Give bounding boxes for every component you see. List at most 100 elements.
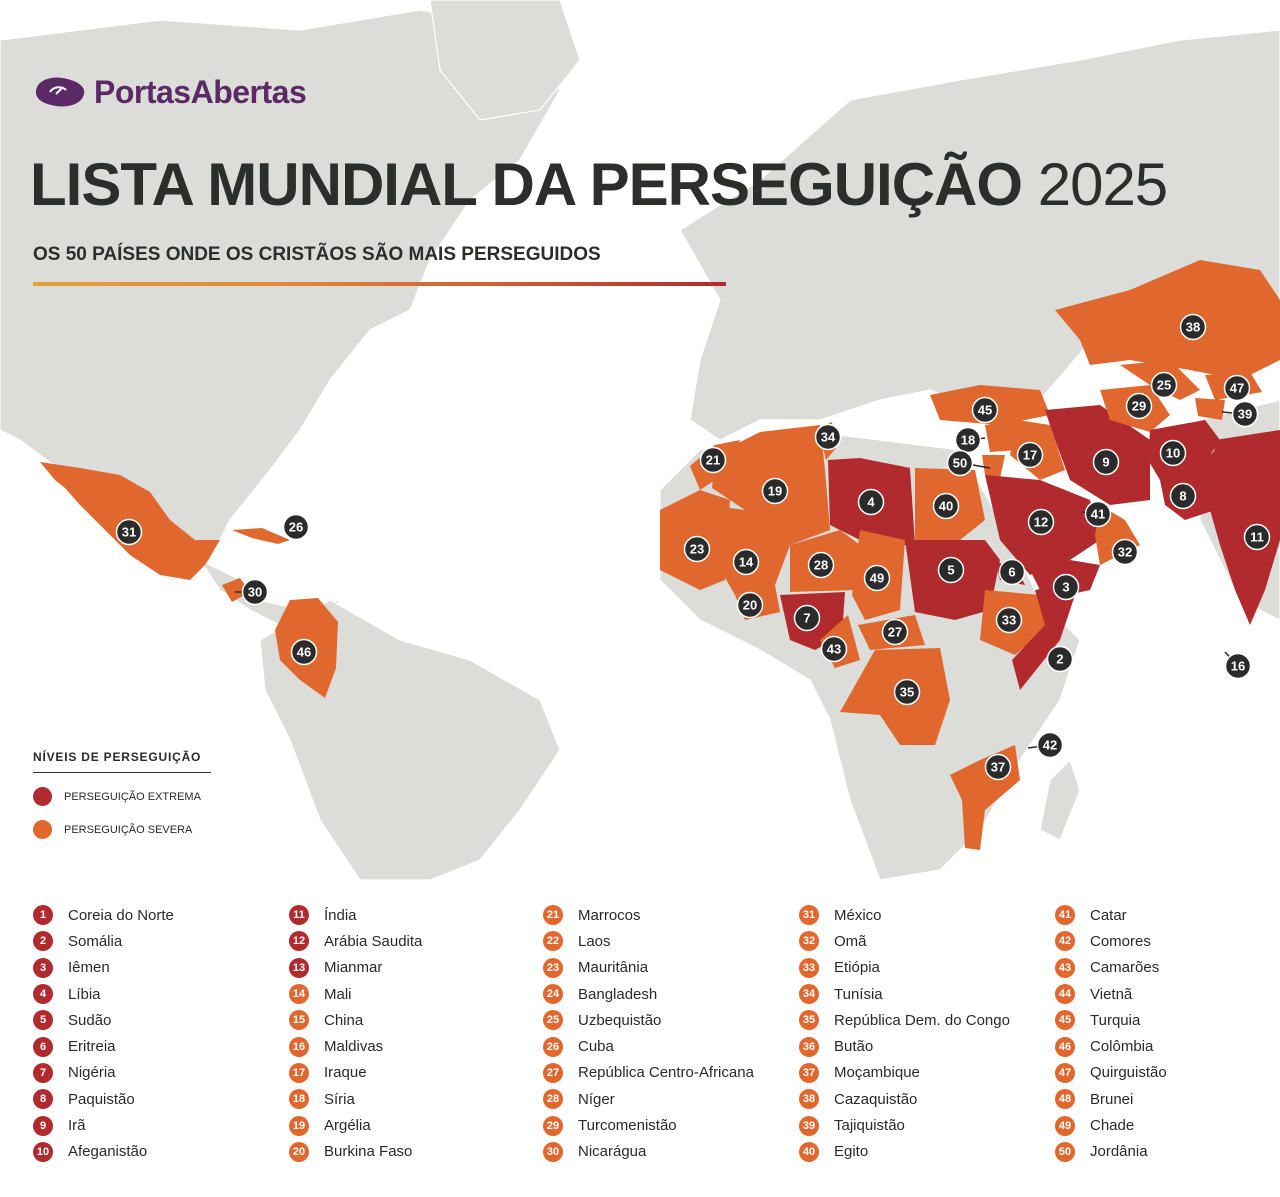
page-title: LISTA MUNDIAL DA PERSEGUIÇÃO 2025: [30, 150, 1168, 219]
rank-badge: 20: [289, 1141, 309, 1162]
rank-badge: 25: [543, 1010, 563, 1031]
rank-pin: 25: [1150, 371, 1178, 399]
country-shape-nicaragua: [222, 578, 250, 602]
rank-pin-label: 37: [991, 760, 1005, 775]
country-list-column: 31 México 32 Omã 33 Etiópia 34 Tunísia 35 Repúbli…: [799, 902, 1049, 1165]
legend-item-severe: PERSEGUIÇÃO SEVERA: [33, 820, 211, 839]
country-list-item: 33 Etiópia: [799, 955, 1049, 981]
rank-badge: 39: [799, 1115, 819, 1136]
rank-pin-circle: [1169, 482, 1197, 510]
country-name: Cuba: [578, 1038, 614, 1056]
rank-pin-label: 38: [1186, 320, 1200, 335]
rank-pin: 12: [1027, 508, 1055, 536]
rank-pin-label: 30: [248, 585, 262, 600]
rank-pin-circle: [1150, 371, 1178, 399]
rank-badge: 35: [799, 1010, 819, 1031]
rank-badge: 47: [1055, 1062, 1075, 1083]
rank-pin: 38: [1179, 313, 1207, 341]
rank-pin-label: 49: [870, 571, 884, 586]
country-name: Argélia: [324, 1117, 371, 1135]
country-list-item: 22 Laos: [543, 928, 793, 954]
country-list-column: 21 Marrocos 22 Laos 23 Mauritânia 24 Bangladesh…: [543, 902, 793, 1165]
country-list-item: 13 Mianmar: [289, 955, 539, 981]
rank-badge: 21: [543, 905, 563, 926]
country-name: Somália: [68, 932, 123, 950]
country-list-item: 43 Camarões: [1055, 955, 1280, 981]
country-list-item: 39 Tajiquistão: [799, 1112, 1049, 1138]
country-list-item: 19 Argélia: [289, 1112, 539, 1138]
rank-pin-circle: [1159, 439, 1187, 467]
rank-pin-label: 45: [978, 403, 992, 418]
rank-pin-label: 29: [1132, 399, 1146, 414]
country-list-item: 37 Moçambique: [799, 1060, 1049, 1086]
country-list-item: 40 Egito: [799, 1139, 1049, 1165]
legend: NÍVEIS DE PERSEGUIÇÃO PERSEGUIÇÃO EXTREM…: [33, 750, 211, 839]
country-name: Irã: [68, 1117, 86, 1135]
country-list-item: 41 Catar: [1055, 902, 1280, 928]
country-name: Iraque: [324, 1064, 367, 1082]
rank-pin-circle: [1223, 374, 1251, 402]
country-list-item: 4 Líbia: [33, 981, 283, 1007]
country-list-item: 47 Quirguistão: [1055, 1060, 1280, 1086]
rank-pin-label: 27: [888, 625, 902, 640]
rank-pin-circle: [736, 591, 764, 619]
rank-badge: 43: [1055, 957, 1075, 978]
country-name: Bangladesh: [578, 985, 658, 1003]
rank-pin: 11: [1243, 523, 1271, 551]
country-name: Líbia: [68, 985, 101, 1003]
country-list-item: 27 República Centro-Africana: [543, 1060, 793, 1086]
country-name: Iêmen: [68, 959, 110, 977]
rank-pin: 18: [954, 426, 982, 454]
rank-pin-circle: [761, 477, 789, 505]
rank-badge: 7: [33, 1062, 53, 1083]
country-name: Eritreia: [68, 1038, 116, 1056]
rank-pin-label: 9: [1102, 455, 1109, 470]
country-list-item: 45 Turquia: [1055, 1007, 1280, 1033]
title-year: 2025: [1037, 151, 1168, 218]
rank-pin: 9: [1092, 448, 1120, 476]
greenland-land: [429, 0, 581, 121]
country-list-item: 35 República Dem. do Congo: [799, 1007, 1049, 1033]
country-list-column: 41 Catar 42 Comores 43 Camarões 44 Vietnã 45 Turq…: [1055, 902, 1280, 1165]
legend-label-severe: PERSEGUIÇÃO SEVERA: [64, 823, 193, 836]
rank-pin-circle: [1111, 538, 1139, 566]
rank-pin-label: 19: [768, 484, 782, 499]
country-list-item: 8 Paquistão: [33, 1086, 283, 1112]
country-list-column: 1 Coreia do Norte 2 Somália 3 Iêmen 4 Líbia 5 Sud…: [33, 902, 283, 1165]
country-name: Tajiquistão: [834, 1117, 905, 1135]
country-name: Camarões: [1090, 959, 1160, 977]
rank-badge: 19: [289, 1115, 309, 1136]
country-name: Burkina Faso: [324, 1143, 413, 1161]
rank-pin: 40: [932, 492, 960, 520]
rank-pin-circle: [984, 753, 1012, 781]
rank-badge: 37: [799, 1062, 819, 1083]
rank-badge: 22: [543, 931, 563, 952]
rank-badge: 11: [289, 905, 309, 926]
country-shape-jordan: [982, 455, 1005, 478]
country-list-item: 49 Chade: [1055, 1112, 1280, 1138]
rank-pin: 20: [736, 591, 764, 619]
brand-logo-icon: [36, 77, 85, 107]
rank-pin-circle: [857, 488, 885, 516]
rank-badge: 50: [1055, 1141, 1075, 1162]
rank-badge: 9: [33, 1115, 53, 1136]
rank-pin: 35: [893, 678, 921, 706]
europe-land: [679, 29, 1280, 441]
rank-pin: 34: [814, 423, 842, 451]
country-name: Uzbequistão: [578, 1011, 662, 1029]
country-list-item: 3 Iêmen: [33, 955, 283, 981]
rank-pin-circle: [115, 518, 143, 546]
rank-pin: 31: [115, 518, 143, 546]
legend-title: NÍVEIS DE PERSEGUIÇÃO: [33, 750, 211, 773]
country-name: Chade: [1090, 1117, 1135, 1135]
rank-pin: 27: [881, 618, 909, 646]
rank-pin: 26: [282, 513, 310, 541]
country-name: Afeganistão: [68, 1143, 148, 1161]
rank-pin: 5: [937, 556, 965, 584]
rank-badge: 42: [1055, 931, 1075, 952]
rank-pin-circle: [937, 556, 965, 584]
rank-pin: 46: [290, 638, 318, 666]
rank-pin-label: 11: [1250, 530, 1264, 545]
country-name: Butão: [834, 1038, 874, 1056]
rank-pin: 30: [241, 578, 269, 606]
